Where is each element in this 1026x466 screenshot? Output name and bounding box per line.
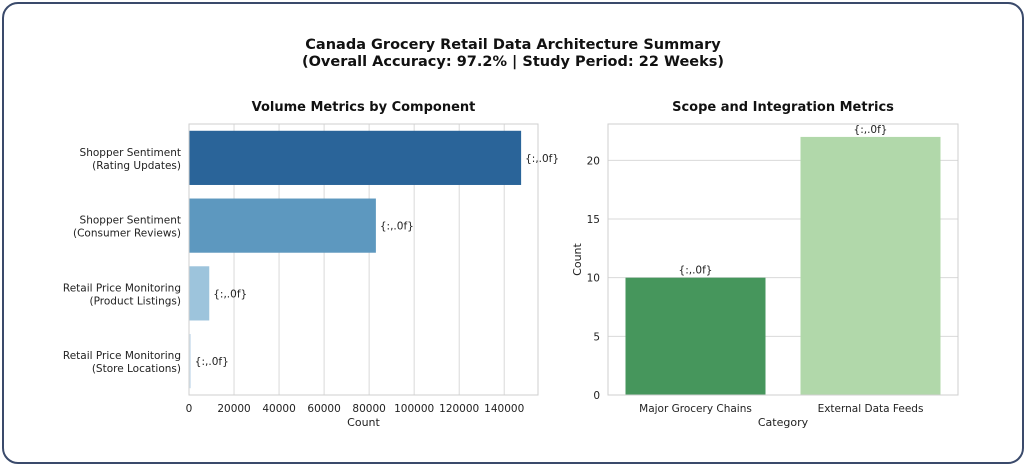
chart2-bar [625, 277, 766, 395]
chart1-title: Volume Metrics by Component [252, 100, 476, 115]
chart2-category-label: Major Grocery Chains [639, 403, 752, 415]
chart1-x-tick-label: 80000 [352, 403, 385, 415]
chart1-bar [189, 334, 191, 389]
chart2-category-label: External Data Feeds [818, 403, 924, 415]
chart1-data-label: {:,.0f} [380, 221, 414, 233]
chart1-data-label: {:,.0f} [525, 153, 559, 165]
chart2-y-axis-label: Count [571, 242, 584, 275]
chart2-title: Scope and Integration Metrics [672, 100, 894, 115]
chart1-x-tick-label: 20000 [217, 403, 250, 415]
chart1-x-tick-label: 100000 [394, 403, 434, 415]
chart1-data-label: {:,.0f} [213, 288, 247, 300]
chart1-category-label: Shopper Sentiment (Consumer Reviews) [73, 215, 181, 240]
chart1-x-tick-label: 140000 [484, 403, 524, 415]
figure-subtitle: (Overall Accuracy: 97.2% | Study Period:… [302, 54, 724, 70]
chart2-y-tick-label: 5 [593, 331, 600, 343]
chart2-y-tick-label: 20 [587, 155, 600, 167]
scope-integration-chart: Scope and Integration Metrics {:,.0f} Majo… [571, 100, 959, 429]
chart1-bar [189, 198, 376, 253]
chart1-x-tick-label: 60000 [307, 403, 340, 415]
chart1-category-label: Retail Price Monitoring (Store Locations) [63, 350, 181, 375]
chart1-x-tick-label: 40000 [262, 403, 295, 415]
chart1-data-label: {:,.0f} [195, 356, 229, 368]
chart1-x-axis-label: Count [347, 416, 380, 429]
chart1-bar [189, 130, 522, 185]
chart2-y-tick-label: 15 [587, 214, 600, 226]
chart2-y-tick-label: 0 [593, 390, 600, 402]
volume-metrics-chart: Volume Metrics by Component {:,.0f} Shoppe… [63, 100, 559, 429]
chart1-bar [189, 266, 210, 321]
chart2-data-label: {:,.0f} [679, 265, 713, 277]
figure-title: Canada Grocery Retail Data Architecture … [305, 37, 721, 53]
chart1-category-label: Retail Price Monitoring (Product Listings… [63, 282, 181, 307]
chart1-axes-frame [188, 123, 539, 396]
chart1-x-tick-label: 120000 [439, 403, 479, 415]
chart2-x-axis-label: Category [758, 416, 809, 429]
chart1-x-tick-label: 0 [186, 403, 193, 415]
chart1-category-label: Shopper Sentiment (Rating Updates) [80, 147, 181, 172]
chart2-bar [800, 136, 941, 395]
chart2-data-label: {:,.0f} [854, 124, 888, 136]
chart2-axes-frame [607, 123, 959, 396]
chart2-y-tick-label: 10 [587, 273, 600, 285]
